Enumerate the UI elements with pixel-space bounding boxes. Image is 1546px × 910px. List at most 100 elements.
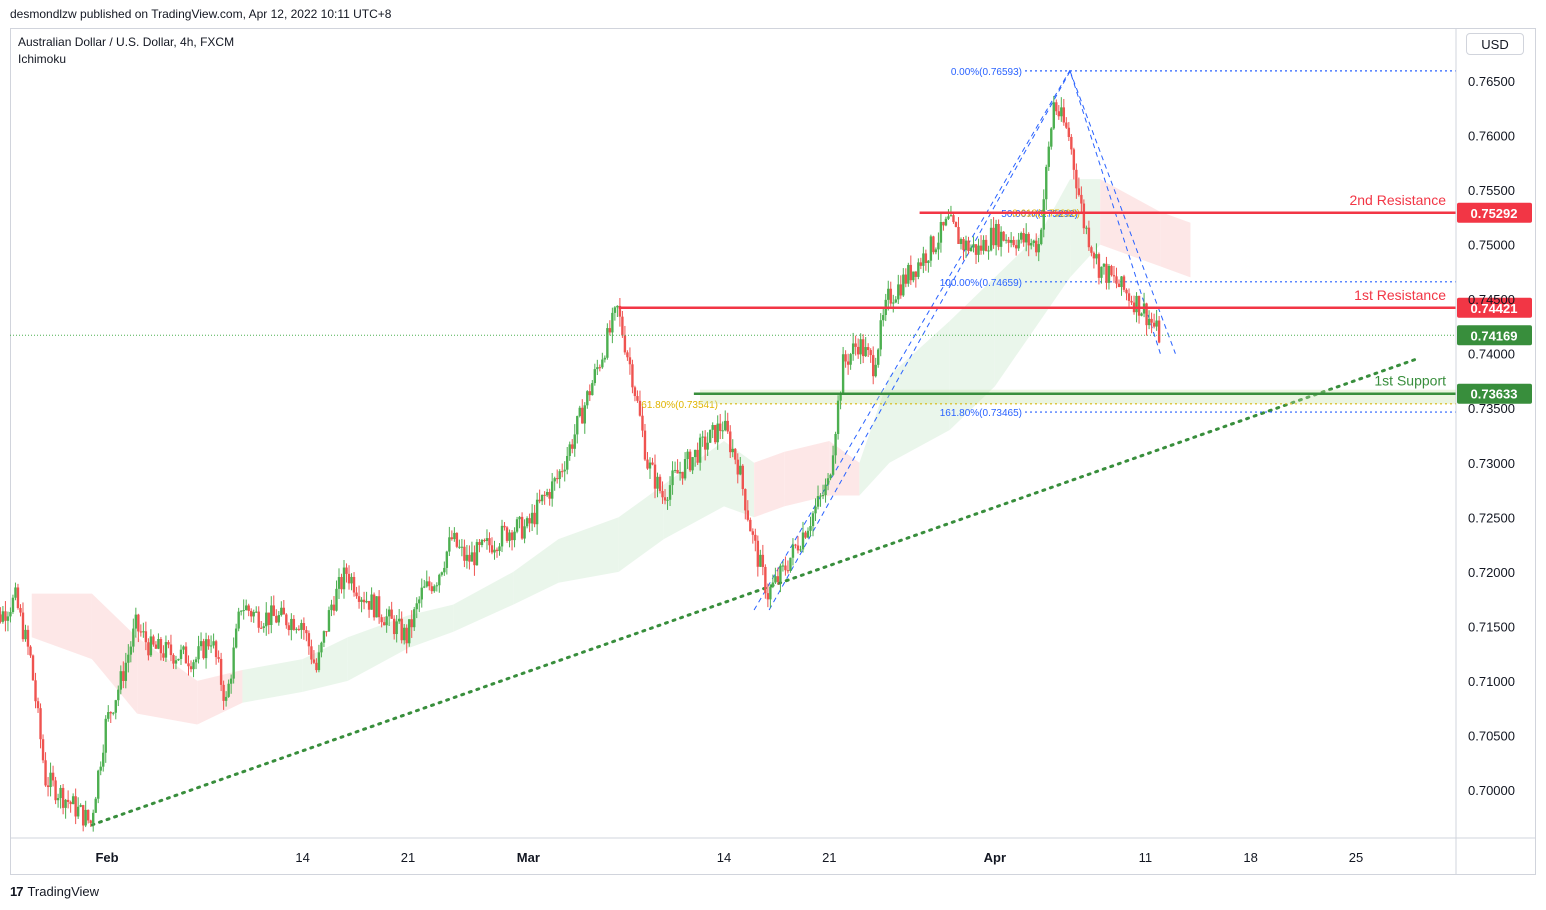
candle-body (127, 654, 130, 663)
level-price-badge (1457, 202, 1532, 223)
candle-body (754, 534, 757, 541)
candle-body (129, 646, 133, 655)
price-tick-label: 0.72500 (1468, 510, 1515, 525)
candle-body (713, 425, 717, 443)
candle-body (520, 516, 524, 539)
cloud-segment (513, 539, 559, 605)
candle-body (734, 448, 737, 460)
candle-body (137, 614, 140, 632)
candle-body (571, 444, 574, 449)
candle-body (1057, 111, 1060, 117)
candle-body (779, 565, 782, 582)
levels[interactable]: 2nd Resistance 0.75292 1st Resistance 0.744… (10, 192, 1532, 404)
candle-body (1102, 263, 1106, 267)
candle-body (345, 567, 348, 574)
candle-body (789, 557, 792, 571)
candle-body (382, 622, 386, 626)
candle-body (1060, 107, 1063, 117)
candle-body (182, 646, 185, 650)
candle-body (952, 215, 955, 223)
candle-body (533, 512, 536, 525)
candle-body (272, 605, 275, 616)
candle-body (658, 476, 662, 492)
candle-body (576, 416, 579, 435)
candle-body (224, 696, 228, 701)
candle-body (643, 430, 647, 460)
candle-body (322, 631, 326, 643)
candle-body (453, 532, 456, 540)
candle-body (962, 239, 965, 251)
candle-body (696, 449, 699, 463)
candle-body (601, 359, 604, 368)
candle-body (851, 343, 855, 355)
indicator-label[interactable]: Ichimoku (18, 52, 67, 66)
candle-body (561, 471, 564, 473)
candle-body (834, 433, 837, 456)
candle-body (300, 623, 303, 630)
candle-body (425, 581, 428, 587)
candle-body (430, 586, 433, 592)
candle-body (994, 224, 998, 246)
candle-body (588, 391, 591, 396)
candle-body (811, 513, 815, 527)
axes: 0.76500 0.76000 0.75500 0.75000 0.74500 0.740… (10, 29, 1535, 874)
candle-body (937, 242, 940, 250)
candle-body (1007, 239, 1010, 243)
candle-body (568, 444, 571, 456)
price-tick-label: 0.70500 (1468, 728, 1515, 743)
candle-body (31, 655, 35, 681)
candle-body (678, 471, 682, 474)
candle-body (340, 577, 343, 590)
candle-body (142, 631, 145, 633)
candle-body (443, 567, 446, 573)
candle-body (104, 718, 107, 753)
candle-body (495, 549, 499, 552)
candle-body (337, 577, 341, 589)
time-tick-label: 25 (1349, 850, 1363, 865)
candle-body (1037, 244, 1040, 253)
candle-body (1150, 318, 1153, 323)
candle-body (1002, 231, 1005, 241)
candle-body (999, 231, 1003, 247)
candle-body (566, 455, 569, 470)
candle-body (86, 809, 90, 821)
candle-body (1082, 203, 1086, 229)
candle-body (693, 449, 697, 458)
cloud-segment (137, 637, 198, 725)
candle-body (806, 530, 810, 538)
candle-body (119, 671, 122, 690)
candle-body (816, 496, 820, 507)
candle-body (553, 478, 556, 482)
candle-body (907, 264, 910, 284)
candle-body (641, 415, 644, 431)
candle-body (275, 615, 278, 623)
candle-body (997, 224, 1000, 247)
candle-body (490, 545, 494, 553)
trendline[interactable] (90, 357, 1418, 827)
candle-body (177, 658, 180, 661)
candle-body (197, 646, 200, 660)
candle-body (16, 587, 20, 608)
candle-body (227, 683, 230, 697)
candle-body (656, 476, 659, 489)
candle-body (929, 236, 933, 261)
candle-body (29, 646, 32, 656)
candle-body (703, 436, 707, 450)
candle-body (61, 787, 65, 808)
footer-brand[interactable]: 17 TradingView (10, 884, 99, 899)
candle-body (957, 226, 960, 244)
candle-body (959, 239, 963, 244)
candle-body (475, 542, 479, 566)
candle-body (167, 642, 170, 645)
cloud-segment (242, 659, 303, 703)
candle-body (603, 357, 607, 360)
candle-body (262, 626, 265, 628)
currency-button[interactable]: USD (1466, 33, 1524, 55)
fib-zigzag (768, 69, 1161, 611)
candle-body (488, 538, 491, 546)
candle-body (987, 250, 990, 252)
cloud-segment (1039, 179, 1071, 321)
candle-body (764, 566, 767, 594)
candle-body (97, 770, 100, 799)
